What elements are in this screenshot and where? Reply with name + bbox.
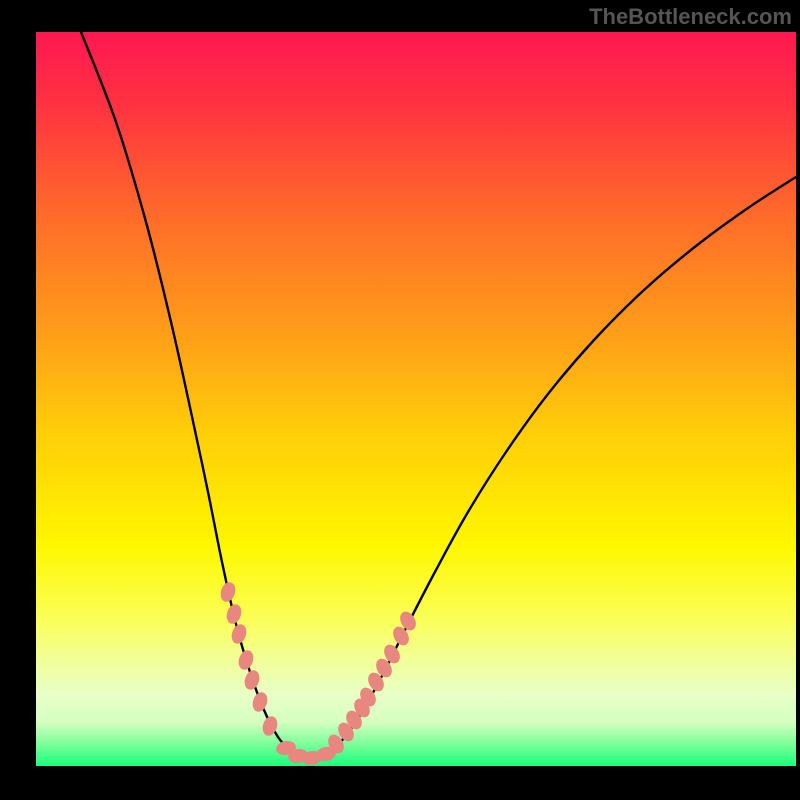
- plot-area: [36, 32, 796, 766]
- bottleneck-curve-chart: [36, 32, 796, 766]
- watermark-text: TheBottleneck.com: [589, 4, 792, 30]
- gradient-background: [36, 32, 796, 766]
- chart-frame: TheBottleneck.com: [0, 0, 800, 800]
